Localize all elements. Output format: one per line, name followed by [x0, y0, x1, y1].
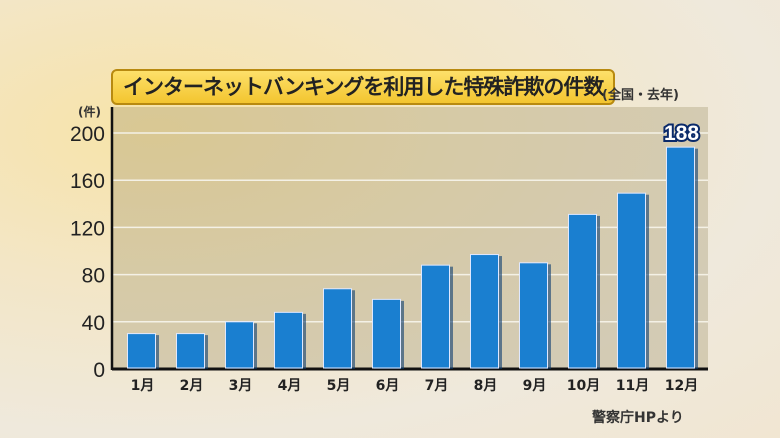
bar-3月	[225, 321, 254, 369]
value-label: 188	[664, 122, 699, 145]
x-tick-label: 1月	[131, 378, 155, 394]
x-tick-label: 4月	[278, 378, 302, 394]
bar-4月	[274, 311, 303, 369]
bar-10月	[568, 213, 597, 369]
bar-5月	[323, 288, 352, 369]
chart-subtitle: (全国・去年)	[602, 88, 679, 103]
x-tick-label: 12月	[665, 378, 698, 394]
y-tick-label: 200	[70, 123, 105, 146]
bar-2月	[176, 333, 205, 369]
bar-1月	[127, 333, 156, 369]
x-tick-label: 9月	[523, 378, 547, 394]
x-tick-label: 11月	[616, 378, 649, 394]
x-tick-label: 5月	[327, 378, 351, 394]
x-tick-label: 6月	[376, 378, 400, 394]
y-tick-label: 80	[82, 265, 105, 288]
y-tick-label: 160	[70, 170, 105, 193]
x-tick-label: 2月	[180, 378, 204, 394]
bar-7月	[421, 264, 450, 369]
y-axis-unit: (件)	[78, 105, 101, 119]
bar-12月	[666, 146, 695, 369]
x-tick-label: 10月	[567, 378, 600, 394]
x-tick-label: 3月	[229, 378, 253, 394]
bar-11月	[617, 192, 646, 369]
x-tick-label: 8月	[474, 378, 498, 394]
chart-title: インターネットバンキングを利用した特殊詐欺の件数	[111, 69, 616, 105]
bar-8月	[470, 254, 499, 369]
bar-6月	[372, 298, 401, 369]
bar-9月	[519, 262, 548, 369]
y-tick-label: 0	[93, 359, 105, 382]
x-tick-label: 7月	[425, 378, 449, 394]
source-note: 警察庁HPより	[592, 410, 684, 426]
y-tick-label: 120	[70, 217, 105, 240]
y-tick-label: 40	[82, 312, 105, 335]
plot-area	[112, 107, 708, 369]
